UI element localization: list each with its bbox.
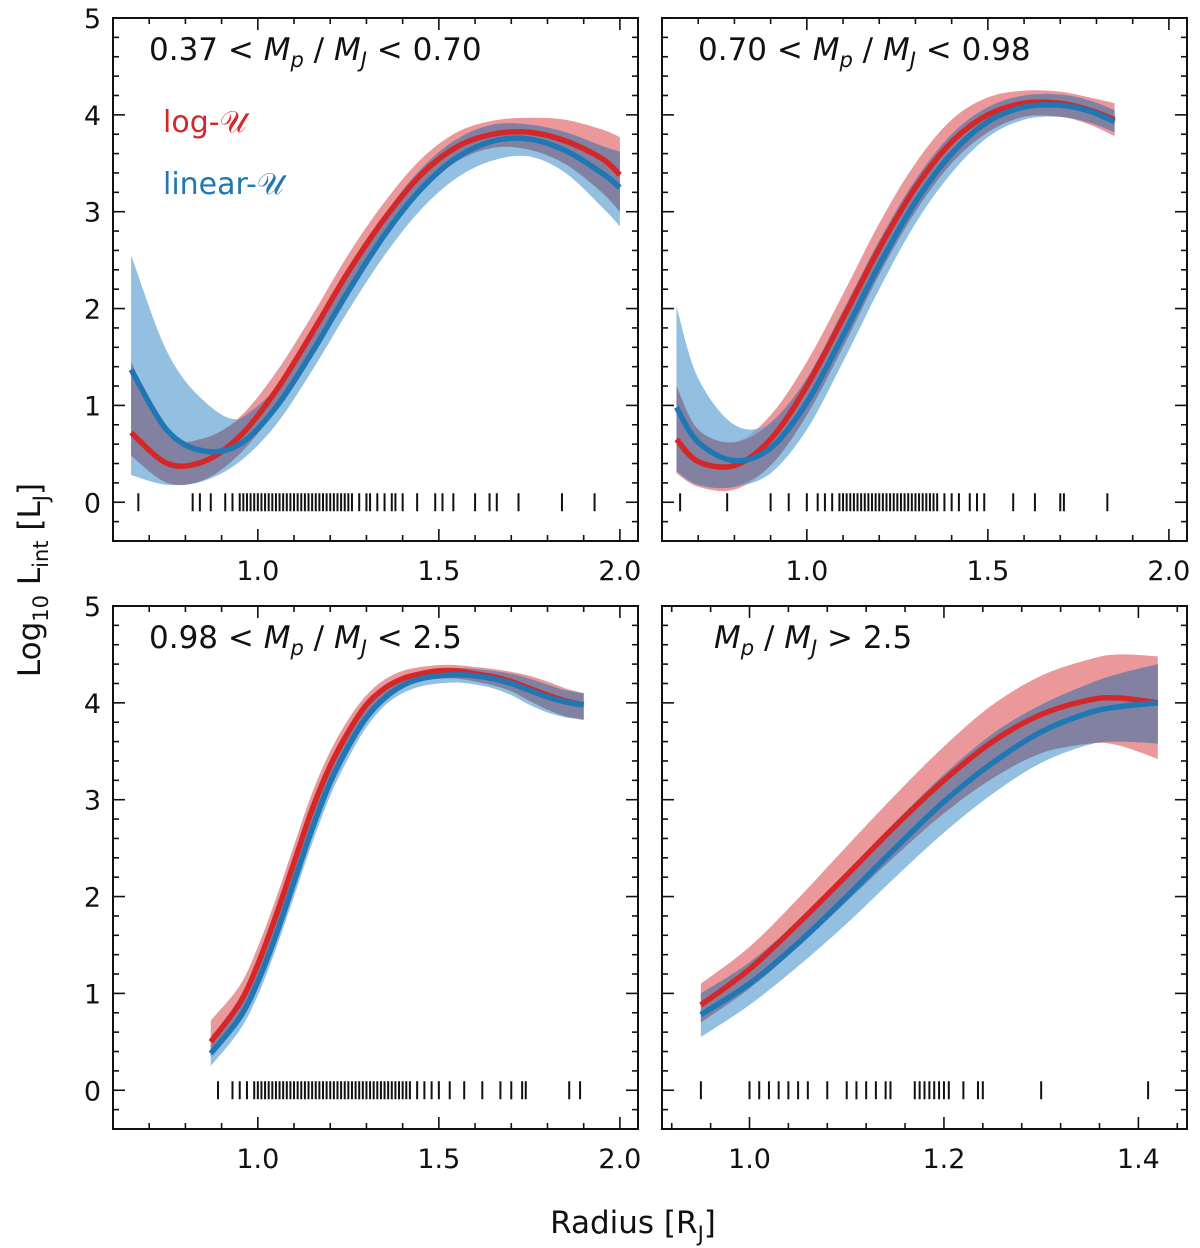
y-tick-label: 2: [84, 883, 101, 914]
panels: 1.0 1.5 2.0 0 1 2 3 4 5 0.37 < Mp / MJ < 0.70 log-…: [84, 4, 1191, 1175]
y-tick-label: 3: [84, 198, 101, 229]
x-tick-label: 2.0: [598, 556, 641, 587]
legend-log-uniform: log-𝒰: [163, 105, 251, 140]
plot-area: [208, 664, 585, 1100]
x-axis-label: Radius [RJ]: [550, 1205, 716, 1246]
axes-frame: [661, 17, 1188, 542]
y-tick-label: 4: [84, 689, 101, 720]
y-tick-label: 5: [84, 4, 101, 35]
y-tick-label: 3: [84, 786, 101, 817]
x-tick-label: 1.0: [785, 556, 828, 587]
y-tick-label: 0: [84, 488, 101, 519]
panel-title: 0.70 < Mp / MJ < 0.98: [698, 32, 1031, 72]
panel-title: 0.37 < Mp / MJ < 0.70: [149, 32, 482, 72]
x-tick-label: 1.5: [417, 556, 460, 587]
x-tick-label: 1.0: [236, 556, 279, 587]
log-uniform-series-line: [674, 99, 1116, 470]
band-overlap-region: [131, 123, 620, 486]
log-uniform-series-line: [129, 129, 622, 469]
axes-frame: [112, 17, 639, 542]
axes-frame: [112, 605, 639, 1130]
x-tick-label: 1.5: [966, 556, 1009, 587]
y-tick-label: 0: [84, 1076, 101, 1107]
axes-frame: [661, 605, 1188, 1130]
log-uniform-series-line: [208, 667, 585, 1044]
log-uniform-series-line: [699, 694, 1159, 1008]
legend-linear-uniform: linear-𝒰: [163, 167, 288, 202]
log-uniform-credible-band: [210, 664, 584, 1057]
y-tick-label: 5: [84, 592, 101, 623]
panel-1: 1.0 1.5 2.0 0 1 2 3 4 5 0.37 < Mp / MJ < 0.70 log-…: [84, 4, 642, 587]
band-overlap-region: [676, 93, 1115, 489]
x-tick-label: 1.4: [1117, 1144, 1160, 1175]
panel-2: 1.0 1.5 2.0 0.70 < Mp / MJ < 0.98: [661, 17, 1190, 587]
panel-4: 1.0 1.2 1.4 Mp / MJ > 2.5: [661, 605, 1188, 1175]
x-tick-label: 1.5: [417, 1144, 460, 1175]
band-overlap-region: [210, 667, 584, 1057]
linear-uniform-series-line: [674, 102, 1116, 464]
linear-uniform-series-line: [699, 700, 1159, 1018]
x-tick-label: 1.0: [728, 1144, 771, 1175]
panel-3: 1.0 1.5 2.0 0 1 2 3 4 5 0.98 < Mp / MJ < 2.5: [84, 592, 642, 1175]
plot-area: [699, 654, 1159, 1100]
plot-area: [674, 90, 1116, 512]
y-axis-label: Log10 Lint [LJ]: [12, 483, 53, 677]
y-tick-label: 1: [84, 391, 101, 422]
linear-uniform-credible-band: [210, 667, 584, 1067]
x-tick-label: 2.0: [598, 1144, 641, 1175]
x-tick-label: 1.0: [236, 1144, 279, 1175]
x-tick-label: 2.0: [1147, 556, 1190, 587]
linear-uniform-credible-band: [676, 93, 1115, 488]
x-tick-label: 1.2: [922, 1144, 965, 1175]
linear-uniform-series-line: [208, 672, 585, 1056]
y-tick-label: 1: [84, 979, 101, 1010]
linear-uniform-series-line: [128, 135, 622, 455]
linear-uniform-credible-band: [700, 664, 1158, 1037]
plot-area: [128, 117, 622, 512]
panel-title: Mp / MJ > 2.5: [714, 620, 912, 660]
panel-title: 0.98 < Mp / MJ < 2.5: [149, 620, 462, 660]
y-tick-label: 2: [84, 295, 101, 326]
y-tick-label: 4: [84, 101, 101, 132]
